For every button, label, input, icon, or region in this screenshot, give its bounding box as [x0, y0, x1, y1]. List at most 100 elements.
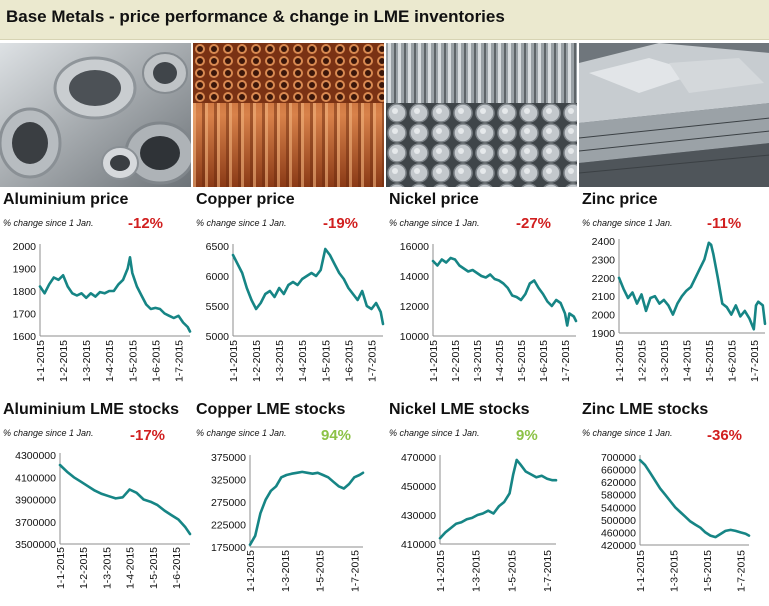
y-tick-label: 450000 [401, 481, 436, 493]
y-tick-label: 5500 [206, 301, 230, 313]
panel-copper-price: Copper price % change since 1 Jan. -19% … [193, 188, 385, 388]
y-tick-label: 375000 [211, 452, 246, 464]
y-tick-label: 580000 [601, 490, 636, 502]
x-tick-label: 1-5-2015 [148, 547, 160, 589]
x-tick-label: 1-7-2015 [749, 340, 761, 382]
y-tick-label: 470000 [401, 452, 436, 464]
series-line [617, 241, 767, 331]
change-value: -11% [707, 215, 742, 232]
x-tick-label: 1-1-2015 [55, 547, 67, 589]
x-tick-label: 1-7-2015 [736, 550, 748, 592]
panel-aluminium-price: Aluminium price % change since 1 Jan. -1… [0, 188, 192, 388]
x-tick-label: 1-3-2015 [81, 340, 93, 382]
panel-subtitle: % change since 1 Jan. [582, 218, 673, 228]
page-header: Base Metals - price performance & change… [0, 0, 769, 40]
x-tick-label: 1-1-2015 [614, 340, 626, 382]
y-tick-label: 3500000 [15, 539, 56, 551]
x-tick-label: 1-6-2015 [171, 547, 183, 589]
x-tick-label: 1-2-2015 [251, 340, 263, 382]
y-tick-label: 12000 [400, 301, 429, 313]
chart-copper-price: 6500 6000 5500 5000 1-1-2015 1-2-2015 1-3-2015… [193, 188, 385, 388]
chart-nickel-stocks: 470000 450000 430000 410000 1-1-2015 1-3-2015… [386, 398, 577, 606]
y-tick-label: 1700 [13, 309, 37, 321]
y-tick-label: 1800 [13, 286, 37, 298]
x-tick-label: 1-3-2015 [472, 340, 484, 382]
panel-subtitle: % change since 1 Jan. [3, 218, 94, 228]
x-tick-label: 1-5-2015 [127, 340, 139, 382]
y-tick-label: 16000 [400, 241, 429, 253]
y-tick-label: 325000 [211, 475, 246, 487]
change-value: -36% [707, 427, 743, 444]
chart-aluminium-price: 2000 1900 1800 1700 1600 1-1-2015 1-2-2015 1-3-… [0, 188, 192, 388]
x-tick-label: 1-1-2015 [428, 340, 440, 382]
y-tick-label: 3900000 [15, 495, 56, 507]
y-tick-label: 4300000 [15, 450, 56, 462]
panel-aluminium-stocks: Aluminium LME stocks % change since 1 Ja… [0, 398, 192, 606]
y-tick-label: 700000 [601, 452, 636, 464]
panel-title: Zinc price [582, 191, 658, 208]
panel-title: Nickel LME stocks [389, 401, 530, 418]
panel-subtitle: % change since 1 Jan. [3, 428, 94, 438]
x-tick-label: 1-4-2015 [681, 340, 693, 382]
series-line [248, 470, 365, 547]
y-tick-label: 540000 [601, 502, 636, 514]
series-line [38, 256, 192, 333]
y-tick-label: 500000 [601, 515, 636, 527]
x-tick-label: 1-3-2015 [101, 547, 113, 589]
chart-svg: 7000006600006200005800005400005000004600… [601, 452, 751, 592]
panel-title: Nickel price [389, 191, 479, 208]
nickel-rods-photo [386, 43, 577, 187]
x-tick-label: 1-4-2015 [104, 340, 116, 382]
y-tick-label: 14000 [400, 271, 429, 283]
y-tick-label: 1900 [592, 328, 616, 340]
y-tick-label: 2000 [592, 310, 616, 322]
x-tick-label: 1-4-2015 [297, 340, 309, 382]
chart-copper-stocks: 375000 325000 275000 225000 175000 1-1-2015 1-… [193, 398, 384, 606]
x-tick-label: 1-1-2015 [228, 340, 240, 382]
y-tick-label: 660000 [601, 465, 636, 477]
x-tick-label: 1-1-2015 [635, 550, 647, 592]
y-tick-label: 460000 [601, 527, 636, 539]
x-tick-label: 1-6-2015 [343, 340, 355, 382]
panel-nickel-stocks: Nickel LME stocks % change since 1 Jan. … [386, 398, 577, 606]
panel-subtitle: % change since 1 Jan. [196, 428, 287, 438]
change-value: -19% [323, 215, 359, 232]
y-tick-label: 2300 [592, 254, 616, 266]
x-tick-label: 1-3-2015 [280, 550, 292, 592]
panel-zinc-price: Zinc price % change since 1 Jan. -11% 24… [579, 188, 769, 388]
x-tick-label: 1-2-2015 [58, 340, 70, 382]
x-tick-label: 1-7-2015 [542, 550, 554, 592]
x-tick-label: 1-7-2015 [173, 340, 185, 382]
panel-subtitle: % change since 1 Jan. [389, 218, 480, 228]
panel-copper-stocks: Copper LME stocks % change since 1 Jan. … [193, 398, 384, 606]
change-value: 9% [516, 427, 538, 444]
x-tick-label: 1-5-2015 [320, 340, 332, 382]
series-line [231, 247, 385, 326]
panel-title: Aluminium LME stocks [3, 401, 180, 418]
change-value: -17% [130, 427, 166, 444]
x-tick-label: 1-7-2015 [349, 550, 361, 592]
page-title: Base Metals - price performance & change… [6, 7, 505, 26]
y-tick-label: 3700000 [15, 517, 56, 529]
y-tick-label: 10000 [400, 331, 429, 343]
y-tick-label: 1600 [13, 331, 37, 343]
panel-nickel-price: Nickel price % change since 1 Jan. -27% … [386, 188, 578, 388]
y-tick-label: 6000 [206, 271, 230, 283]
y-tick-label: 225000 [211, 520, 246, 532]
x-tick-label: 1-5-2015 [516, 340, 528, 382]
y-tick-label: 420000 [601, 540, 636, 552]
x-tick-label: 1-3-2015 [659, 340, 671, 382]
x-tick-label: 1-4-2015 [494, 340, 506, 382]
x-tick-label: 1-1-2015 [35, 340, 47, 382]
chart-zinc-stocks: 700000 660000 620000 580000 540000 500000 4600… [579, 398, 769, 606]
chart-nickel-price: 16000 14000 12000 10000 1-1-2015 1-2-2015 1-3-… [386, 188, 578, 388]
y-tick-label: 1900 [13, 264, 37, 276]
x-tick-label: 1-2-2015 [78, 547, 90, 589]
x-tick-label: 1-1-2015 [245, 550, 257, 592]
panel-title: Aluminium price [3, 191, 129, 208]
x-tick-label: 1-2-2015 [636, 340, 648, 382]
